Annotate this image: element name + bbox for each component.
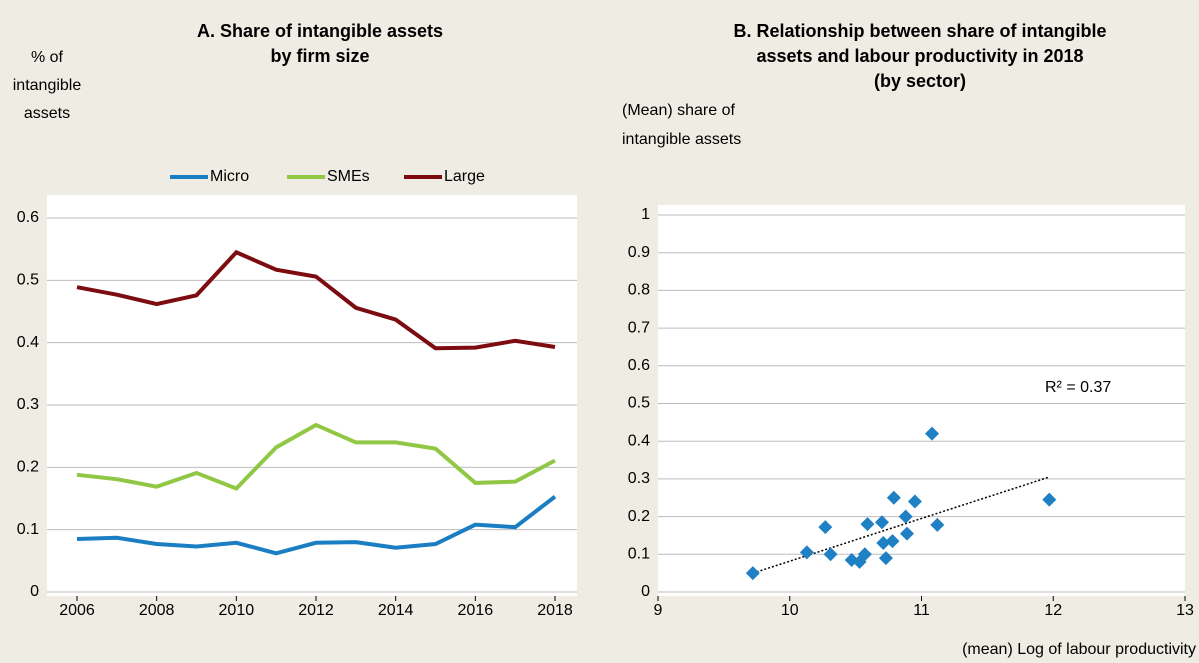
scatter-point [818,520,833,535]
scatter-point [885,534,900,549]
axis-label: intangible [13,77,82,94]
y-tick-label: 0.1 [628,546,650,563]
x-axis-label: (mean) Log of labour productivity [962,641,1196,658]
y-tick-label: 0 [30,583,39,600]
x-tick-label: 2012 [298,602,334,619]
scatter-point [745,566,760,581]
scatter-point [823,547,838,562]
scatter-point [799,545,814,560]
y-tick-label: 0.6 [628,357,650,374]
scatter-point [1042,492,1057,507]
scatter-point [930,517,945,532]
chart-title: B. Relationship between share of intangi… [733,21,1106,41]
x-tick-label: 13 [1176,602,1194,619]
y-tick-label: 0.3 [17,396,39,413]
chart-title: A. Share of intangible assets [197,21,443,41]
annotation: R² = 0.37 [1045,379,1111,396]
scatter-point [907,494,922,509]
x-tick-label: 2014 [378,602,414,619]
legend-label: Micro [210,168,249,185]
y-tick-label: 0 [641,583,650,600]
x-tick-label: 11 [913,602,930,619]
scatter-point [900,526,915,541]
chart-title: assets and labour productivity in 2018 [756,46,1083,66]
series-line [76,249,556,351]
x-tick-label: 2018 [537,602,573,619]
y-tick-label: 0.2 [17,459,39,476]
x-tick-label: 12 [1044,602,1062,619]
x-tick-label: 2006 [59,602,95,619]
scatter-point [878,551,893,566]
chart-title: by firm size [270,46,369,66]
scatter-point [857,547,872,562]
scatter-point [925,426,940,441]
scatter-point [860,517,875,532]
y-tick-label: 0.9 [628,244,650,261]
x-tick-label: 2010 [219,602,255,619]
y-tick-label: 0.2 [628,508,650,525]
y-tick-label: 0.8 [628,282,650,299]
y-tick-label: 0.6 [17,209,39,226]
axis-label: (Mean) share of [622,102,735,119]
series-line [76,495,557,556]
y-tick-label: 1 [641,206,650,223]
y-tick-label: 0.4 [17,334,39,351]
y-tick-label: 0.5 [17,272,39,289]
scatter-point [898,509,913,524]
y-tick-label: 0.4 [628,432,650,449]
axis-label: % of [31,49,64,66]
scatter-point [874,515,889,530]
plot-area [658,205,1185,596]
x-tick-label: 2016 [458,602,494,619]
legend-label: SMEs [327,168,370,185]
x-tick-label: 10 [781,602,799,619]
legend-label: Large [444,168,485,185]
plot-area [47,195,577,596]
x-tick-label: 9 [654,602,663,619]
series-line [76,422,556,491]
y-tick-label: 0.1 [17,521,39,538]
axis-label: assets [24,105,70,122]
x-tick-label: 2008 [139,602,175,619]
chart-title: (by sector) [874,71,966,91]
axis-label: intangible assets [622,131,741,148]
scatter-point [886,490,901,505]
y-tick-label: 0.7 [628,319,650,336]
scatter-point [876,535,891,550]
y-tick-label: 0.5 [628,395,650,412]
y-tick-label: 0.3 [628,470,650,487]
